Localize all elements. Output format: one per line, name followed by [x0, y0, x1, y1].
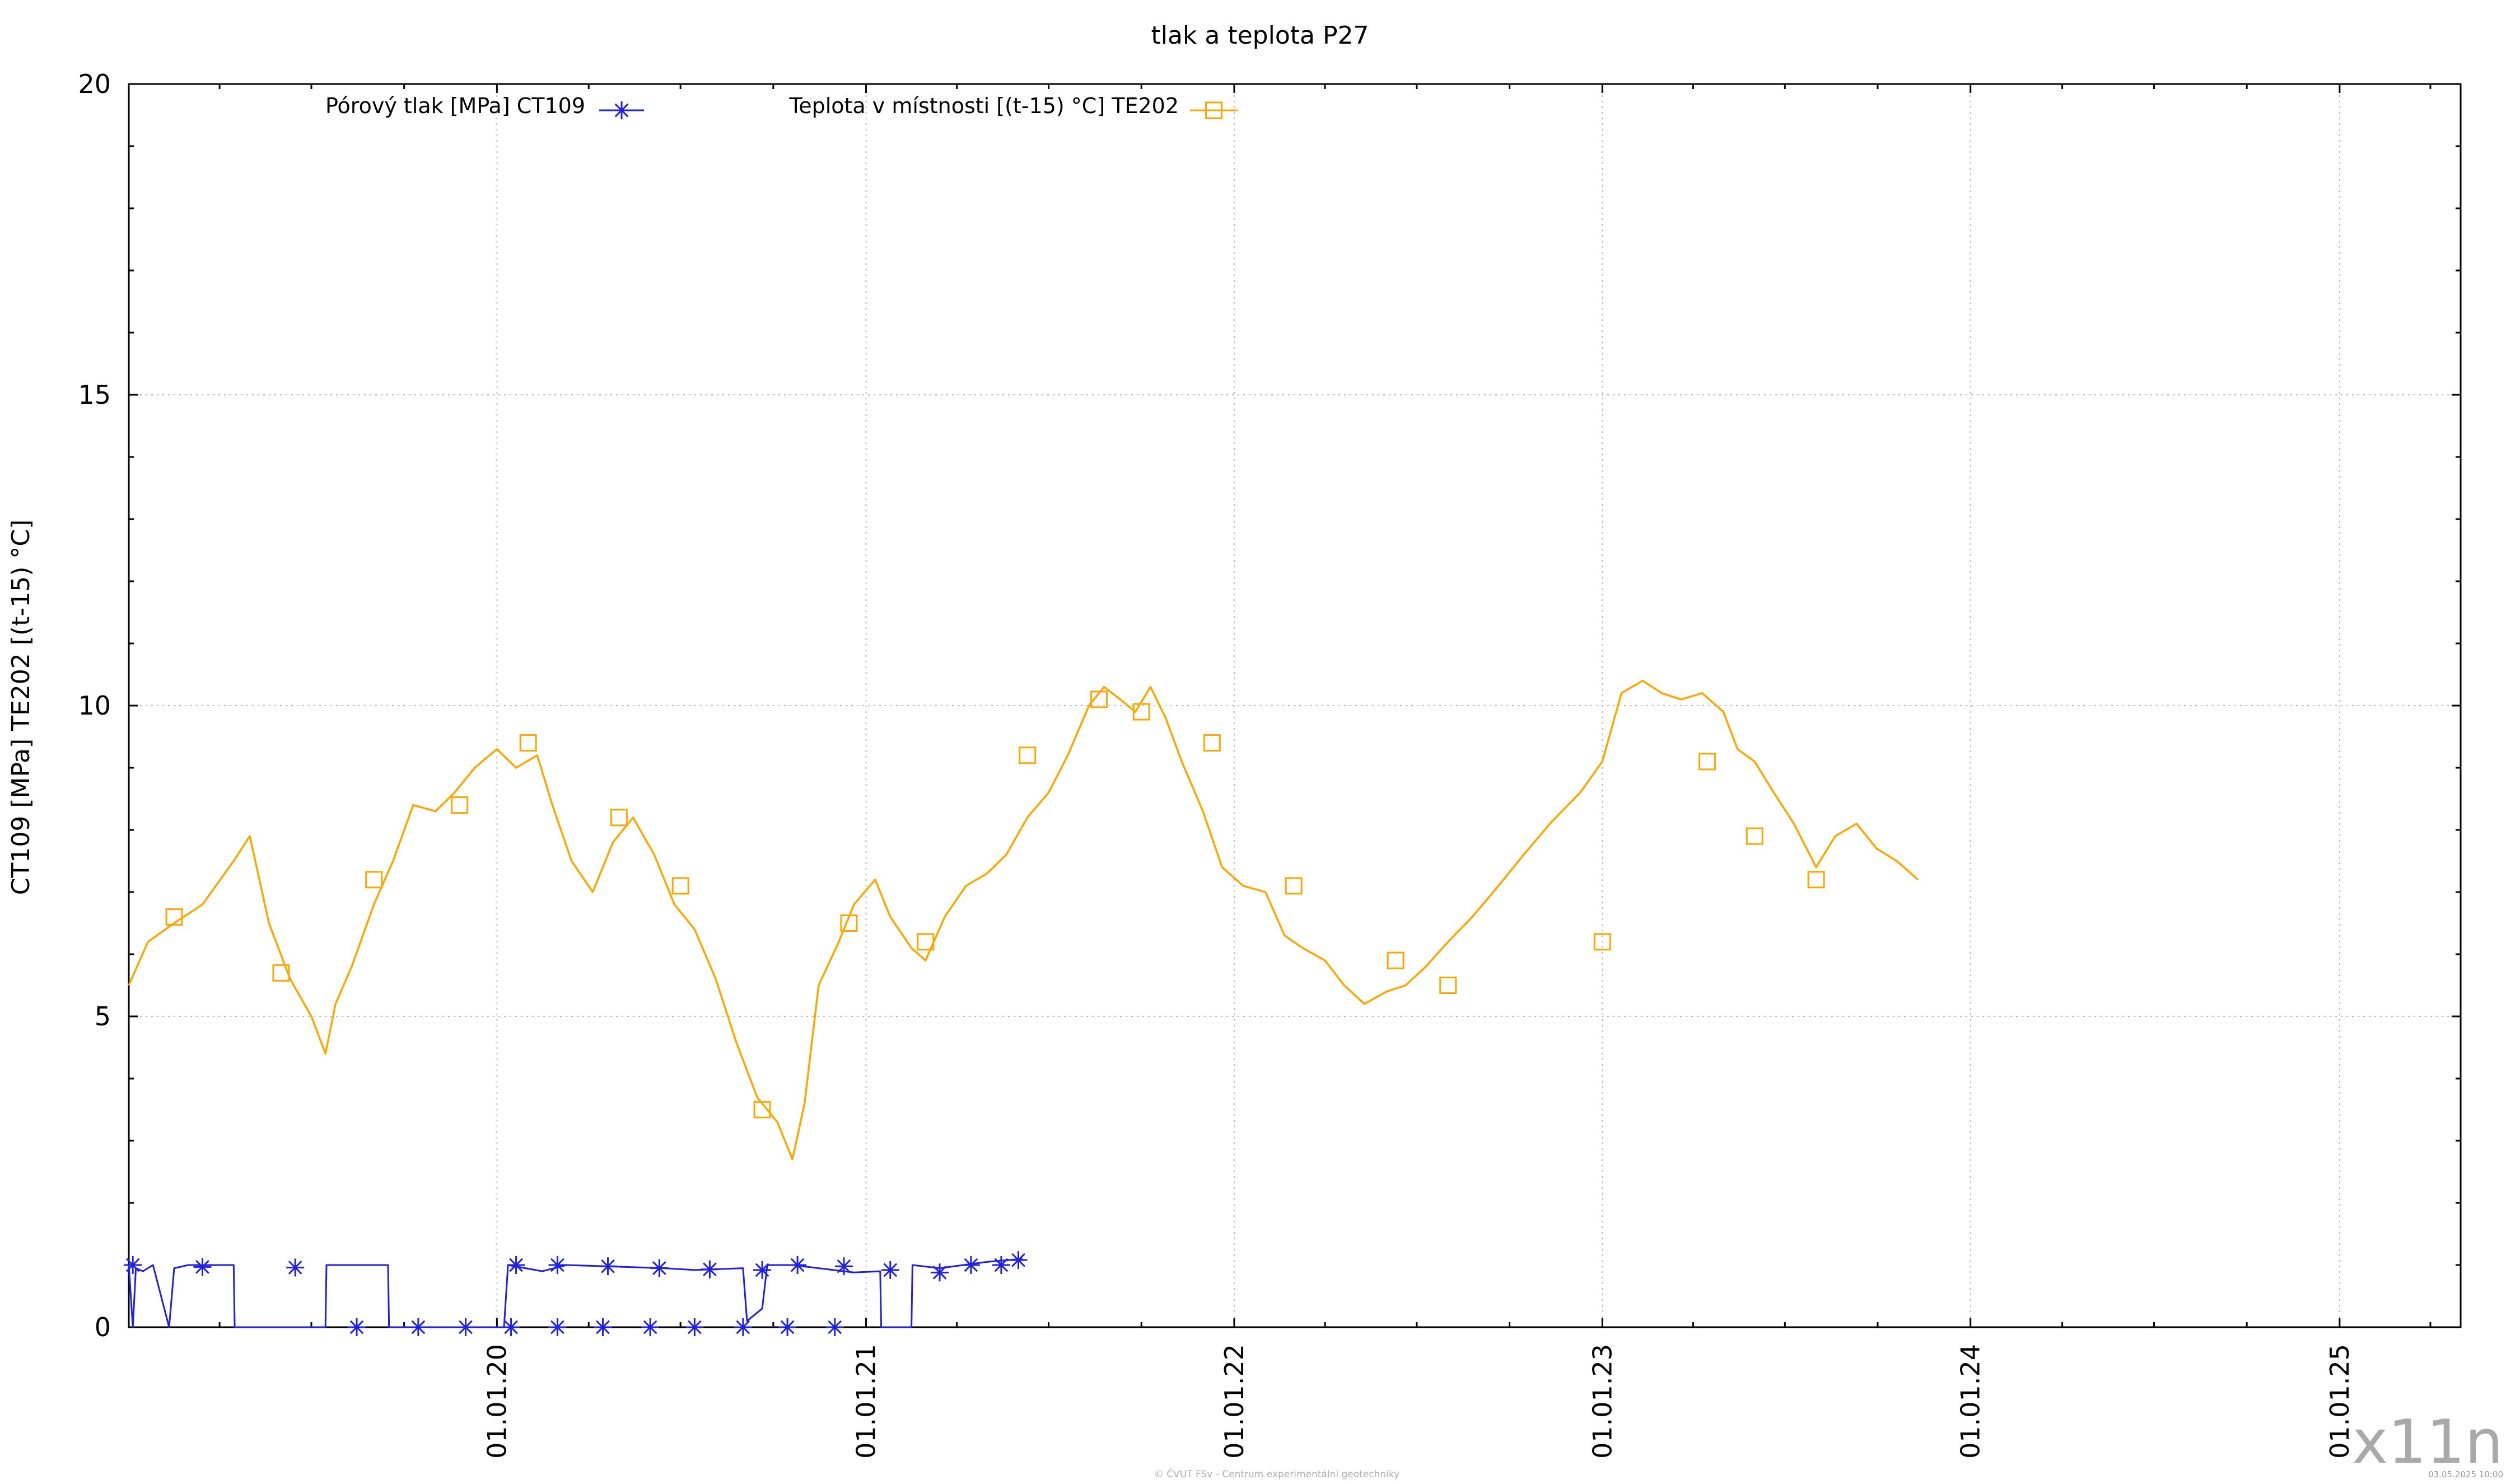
axis-layer: 0 5 10 15 20 01.01.20 01.01.21 01.01.22 01.01.23…	[78, 69, 2461, 1459]
star-marker	[753, 1261, 772, 1279]
legend: Pórový tlak [MPa] CT109 Teplota v místnos…	[325, 94, 1238, 119]
watermark: x11n	[2352, 1407, 2503, 1477]
square-marker	[1698, 753, 1716, 771]
square-marker	[671, 877, 689, 895]
square-marker	[753, 1101, 771, 1118]
square-marker	[1203, 734, 1221, 752]
square-marker	[165, 908, 183, 926]
square-marker	[272, 964, 290, 982]
star-marker	[548, 1318, 567, 1336]
square-marker	[917, 933, 935, 951]
star-marker	[701, 1260, 719, 1278]
star-marker	[992, 1256, 1010, 1274]
x-tick-label: 01.01.24	[1956, 1344, 1986, 1459]
x-tick-label: 01.01.22	[1219, 1344, 1249, 1459]
footer-copyright: © ČVUT FSv - Centrum experimentální geot…	[1154, 1468, 1399, 1480]
star-marker	[931, 1263, 949, 1282]
star-marker	[685, 1318, 704, 1336]
star-marker	[409, 1318, 427, 1336]
square-marker	[1746, 827, 1763, 845]
star-marker	[348, 1318, 366, 1336]
square-marker	[1807, 871, 1825, 889]
chart-title: tlak a teplota P27	[1151, 21, 1369, 50]
star-marker	[1009, 1251, 1028, 1270]
star-marker	[778, 1318, 797, 1336]
legend-label: Pórový tlak [MPa] CT109	[325, 94, 585, 118]
series-ct109	[124, 1251, 1028, 1336]
star-marker	[594, 1318, 612, 1336]
star-marker	[124, 1256, 142, 1274]
square-marker	[840, 914, 858, 932]
star-marker	[788, 1256, 807, 1274]
series-line	[128, 679, 1919, 1161]
square-marker	[451, 796, 469, 814]
star-marker	[834, 1257, 853, 1276]
square-marker	[365, 871, 383, 889]
square-marker	[1132, 703, 1150, 721]
star-marker	[613, 101, 631, 119]
y-tick-label: 15	[78, 380, 111, 410]
grid-layer	[129, 84, 2461, 1327]
series-layer	[124, 679, 1919, 1336]
star-marker	[825, 1318, 844, 1336]
y-tick-label: 10	[78, 690, 111, 721]
square-marker	[519, 734, 537, 752]
square-marker	[1593, 933, 1611, 951]
square-marker	[1439, 977, 1457, 994]
star-marker	[456, 1318, 475, 1336]
y-tick-label: 0	[95, 1312, 111, 1342]
star-marker	[507, 1256, 525, 1274]
star-marker	[962, 1256, 980, 1274]
square-marker	[1285, 877, 1303, 895]
square-marker	[1205, 101, 1222, 119]
star-marker	[599, 1257, 617, 1276]
y-axis-label: CT109 [MPa] TE202 [(t-15) °C]	[7, 520, 35, 895]
star-marker	[286, 1258, 305, 1277]
x-tick-label: 01.01.21	[851, 1344, 881, 1459]
star-marker	[502, 1318, 520, 1336]
x-tick-label: 01.01.25	[2325, 1344, 2355, 1459]
star-marker	[734, 1318, 752, 1336]
x-tick-label: 01.01.20	[482, 1344, 512, 1459]
series-te202	[128, 679, 1919, 1161]
x-tick-label: 01.01.23	[1587, 1344, 1617, 1459]
square-marker	[1387, 951, 1404, 969]
square-marker	[1090, 690, 1108, 708]
legend-label: Teplota v místnosti [(t-15) °C] TE202	[788, 94, 1179, 118]
star-marker	[881, 1261, 899, 1279]
square-marker	[1019, 746, 1037, 764]
star-marker	[641, 1318, 660, 1336]
y-tick-label: 5	[95, 1001, 111, 1032]
legend-entry-te202: Teplota v místnosti [(t-15) °C] TE202	[788, 94, 1238, 119]
square-marker	[610, 809, 628, 827]
star-marker	[193, 1258, 212, 1276]
legend-entry-ct109: Pórový tlak [MPa] CT109	[325, 94, 644, 119]
star-marker	[650, 1259, 669, 1277]
star-marker	[548, 1256, 567, 1274]
y-tick-label: 20	[78, 69, 111, 99]
series-line	[128, 1258, 1023, 1328]
footer-timestamp: 03.05.2025 10:00	[2428, 1469, 2503, 1480]
